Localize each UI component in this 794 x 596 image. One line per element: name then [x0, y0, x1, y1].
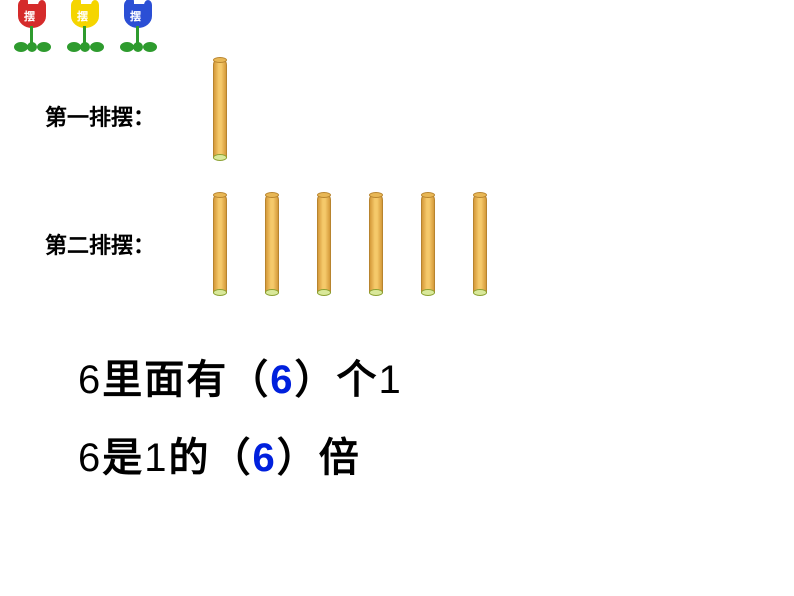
stick — [369, 193, 383, 293]
total-number: 6 — [78, 358, 102, 402]
answer-2: 6 — [253, 436, 277, 480]
flower-char: 摆 — [77, 8, 88, 24]
stick — [421, 193, 435, 293]
total-number: 6 — [78, 436, 102, 480]
row2-label: 第二排摆： — [45, 228, 155, 260]
answer-1: 6 — [270, 358, 294, 402]
flower-blue: 摆 — [116, 2, 161, 52]
unit-number: 1 — [144, 436, 168, 480]
stick — [213, 58, 227, 158]
text-pre: 里面有（ — [102, 358, 270, 402]
row1-label: 第一排摆： — [45, 100, 155, 132]
text-pre: 是 — [102, 436, 144, 480]
text-mid: 的（ — [169, 436, 253, 480]
flower-char: 摆 — [130, 8, 141, 24]
stick — [265, 193, 279, 293]
row1-sticks — [213, 58, 227, 158]
row2-sticks — [213, 193, 487, 293]
flower-red: 摆 — [10, 2, 55, 52]
statement-line1: 6里面有（6）个1 — [78, 360, 403, 400]
stick — [317, 193, 331, 293]
flower-yellow: 摆 — [63, 2, 108, 52]
text-post: ）个 — [295, 358, 379, 402]
unit-number: 1 — [379, 358, 403, 402]
flower-char: 摆 — [24, 8, 35, 24]
stick — [213, 193, 227, 293]
statement-line2: 6是1的（6）倍 — [78, 438, 403, 478]
statements: 6里面有（6）个1 6是1的（6）倍 — [78, 360, 403, 516]
text-post: ）倍 — [277, 436, 361, 480]
stick — [473, 193, 487, 293]
flower-decoration: 摆 摆 摆 — [10, 2, 161, 52]
